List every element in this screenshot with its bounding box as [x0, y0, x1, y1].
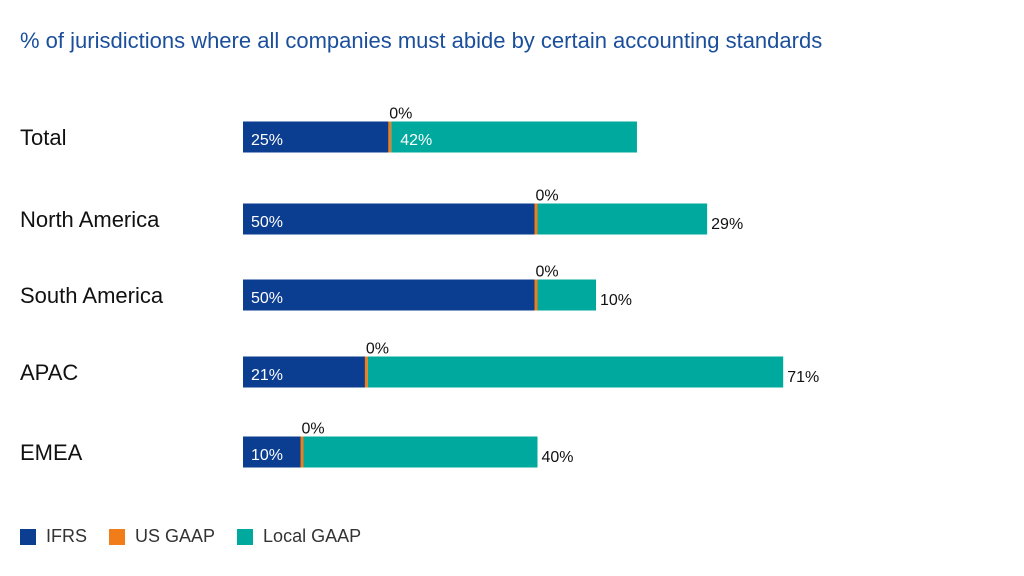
- bar-us-gaap: [364, 356, 368, 388]
- data-label-us-gaap: 0%: [366, 341, 389, 358]
- data-label-ifrs: 25%: [251, 132, 283, 149]
- category-label: Total: [20, 125, 66, 150]
- legend-label: US GAAP: [135, 526, 216, 546]
- data-label-us-gaap: 0%: [536, 264, 559, 281]
- bar-ifrs: [243, 356, 366, 388]
- legend-swatch: [237, 528, 254, 545]
- bar-ifrs: [243, 121, 390, 153]
- data-label-local-gaap: 29%: [711, 216, 743, 233]
- chart-plot: Total 25% 0% 42% North America 50% 0% 29% South …: [20, 106, 819, 468]
- data-label-ifrs: 50%: [251, 290, 283, 307]
- bar-ifrs: [243, 436, 302, 468]
- data-label-us-gaap: 0%: [302, 421, 325, 438]
- legend-item: US GAAP: [109, 526, 215, 547]
- bar-ifrs: [243, 279, 536, 311]
- bar-us-gaap: [534, 279, 538, 311]
- bar-local-gaap: [367, 356, 784, 388]
- legend: IFRS US GAAP Local GAAP: [20, 526, 361, 547]
- data-label-local-gaap: 42%: [400, 132, 432, 149]
- data-label-us-gaap: 0%: [536, 188, 559, 205]
- data-label-local-gaap: 40%: [542, 449, 574, 466]
- legend-label: IFRS: [46, 526, 88, 546]
- bar-local-gaap: [391, 121, 637, 153]
- bar-us-gaap: [534, 203, 538, 235]
- category-label: EMEA: [20, 440, 83, 465]
- data-label-ifrs: 21%: [251, 367, 283, 384]
- legend-swatch: [109, 528, 126, 545]
- data-label-local-gaap: 10%: [600, 292, 632, 309]
- legend-item: Local GAAP: [237, 526, 361, 547]
- data-label-ifrs: 50%: [251, 214, 283, 231]
- bar-us-gaap: [388, 121, 392, 153]
- category-label: North America: [20, 207, 160, 232]
- data-label-ifrs: 10%: [251, 447, 283, 464]
- legend-swatch: [20, 528, 36, 545]
- legend-item: IFRS: [20, 526, 87, 547]
- category-label: APAC: [20, 360, 78, 385]
- bar-us-gaap: [300, 436, 304, 468]
- bar-local-gaap: [537, 203, 708, 235]
- bar-ifrs: [243, 203, 536, 235]
- legend-label: Local GAAP: [263, 526, 362, 546]
- data-label-local-gaap: 71%: [787, 369, 819, 386]
- data-label-us-gaap: 0%: [389, 106, 412, 123]
- bar-local-gaap: [537, 279, 596, 311]
- category-label: South America: [20, 283, 164, 308]
- bar-local-gaap: [303, 436, 538, 468]
- chart-title: % of jurisdictions where all companies m…: [20, 28, 823, 53]
